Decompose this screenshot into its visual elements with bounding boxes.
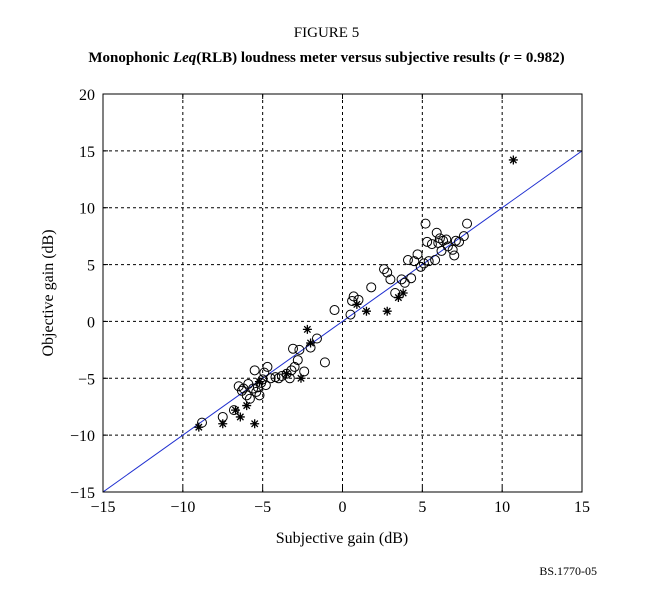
circle-point <box>382 267 393 278</box>
star-point <box>508 155 518 165</box>
circle-point <box>385 274 396 285</box>
circle-point <box>329 305 340 316</box>
circle-point <box>423 256 434 267</box>
star-point <box>302 324 312 334</box>
circle-point <box>257 374 268 385</box>
points-layer <box>194 155 518 432</box>
x-axis-label: Subjective gain (dB) <box>276 530 408 547</box>
star-point <box>254 377 264 387</box>
circle-point <box>248 383 259 394</box>
figure-title: Monophonic Leq(RLB) loudness meter versu… <box>0 50 653 67</box>
circle-point <box>249 365 260 376</box>
fit-line-layer <box>103 150 582 492</box>
star-point <box>296 373 306 383</box>
circle-point <box>288 343 299 354</box>
y-tick-label: −15 <box>70 485 95 502</box>
title-italic-r: r <box>504 50 510 66</box>
x-tick-label: 15 <box>574 499 590 516</box>
circle-point <box>434 233 445 244</box>
figure-reference: BS.1770-05 <box>539 564 597 578</box>
circle-point <box>366 282 377 293</box>
circle-point <box>292 355 303 366</box>
star-point <box>361 306 371 316</box>
circle-point <box>426 239 437 250</box>
circle-point <box>409 256 420 267</box>
title-italic-leq: Leq <box>172 50 197 66</box>
star-point <box>393 293 403 303</box>
circle-point <box>430 255 441 266</box>
circle-point <box>431 227 442 238</box>
star-point <box>235 412 245 422</box>
circle-point <box>396 274 407 285</box>
circle-point <box>441 234 452 245</box>
x-tick-label: −10 <box>170 499 195 516</box>
star-point <box>250 419 260 429</box>
circle-point <box>251 386 262 397</box>
star-point <box>194 422 204 432</box>
circle-point <box>458 231 469 242</box>
circle-point <box>260 380 271 391</box>
y-tick-label: 10 <box>79 201 95 218</box>
y-tick-label: −10 <box>70 428 95 445</box>
circle-point <box>345 309 356 320</box>
circle-point <box>447 244 458 255</box>
x-tick-label: 0 <box>339 499 347 516</box>
circle-point <box>319 357 330 368</box>
x-tick-label: 10 <box>494 499 510 516</box>
y-axis-label: Objective gain (dB) <box>40 229 57 356</box>
star-point <box>218 419 228 429</box>
star-point <box>352 299 362 309</box>
circle-point <box>422 236 433 247</box>
title-prefix: Monophonic <box>88 50 173 66</box>
y-tick-label: 0 <box>87 314 95 331</box>
title-suffix: = 0.982) <box>509 50 565 66</box>
y-tick-label: 15 <box>79 144 95 161</box>
circle-point <box>406 273 417 284</box>
tick-layer: −15 −10 −5 0 5 10 15 −15 −10 −5 0 5 10 15 20 <box>70 87 590 516</box>
circle-point <box>254 390 265 401</box>
circle-point <box>259 367 270 378</box>
y-tick-label: 20 <box>79 87 95 104</box>
y-tick-label: 5 <box>87 258 95 275</box>
circle-point <box>402 255 413 266</box>
regression-line <box>103 150 582 492</box>
star-point <box>282 369 292 379</box>
circle-point <box>415 261 426 272</box>
circle-point <box>262 361 273 372</box>
circle-point <box>379 264 390 275</box>
circle-point <box>273 373 284 384</box>
circle-point <box>418 258 429 269</box>
circle-point <box>311 333 322 344</box>
star-point <box>306 338 316 348</box>
title-mid: (RLB) loudness meter versus subjective r… <box>196 50 505 66</box>
circle-point <box>449 250 460 261</box>
x-tick-label: −15 <box>90 499 115 516</box>
grid-layer <box>103 94 582 492</box>
x-tick-label: −5 <box>254 499 271 516</box>
circle-point <box>265 373 276 384</box>
star-point <box>231 405 241 415</box>
x-tick-label: 5 <box>418 499 426 516</box>
circle-point <box>289 361 300 372</box>
circle-point <box>412 249 423 260</box>
y-tick-label: −5 <box>78 371 95 388</box>
circle-point <box>462 218 473 229</box>
circle-point <box>294 344 305 355</box>
circle-point <box>420 218 431 229</box>
star-point <box>398 288 408 298</box>
figure-label: FIGURE 5 <box>293 25 360 41</box>
circle-point <box>241 390 252 401</box>
star-point <box>242 401 252 411</box>
star-point <box>382 306 392 316</box>
